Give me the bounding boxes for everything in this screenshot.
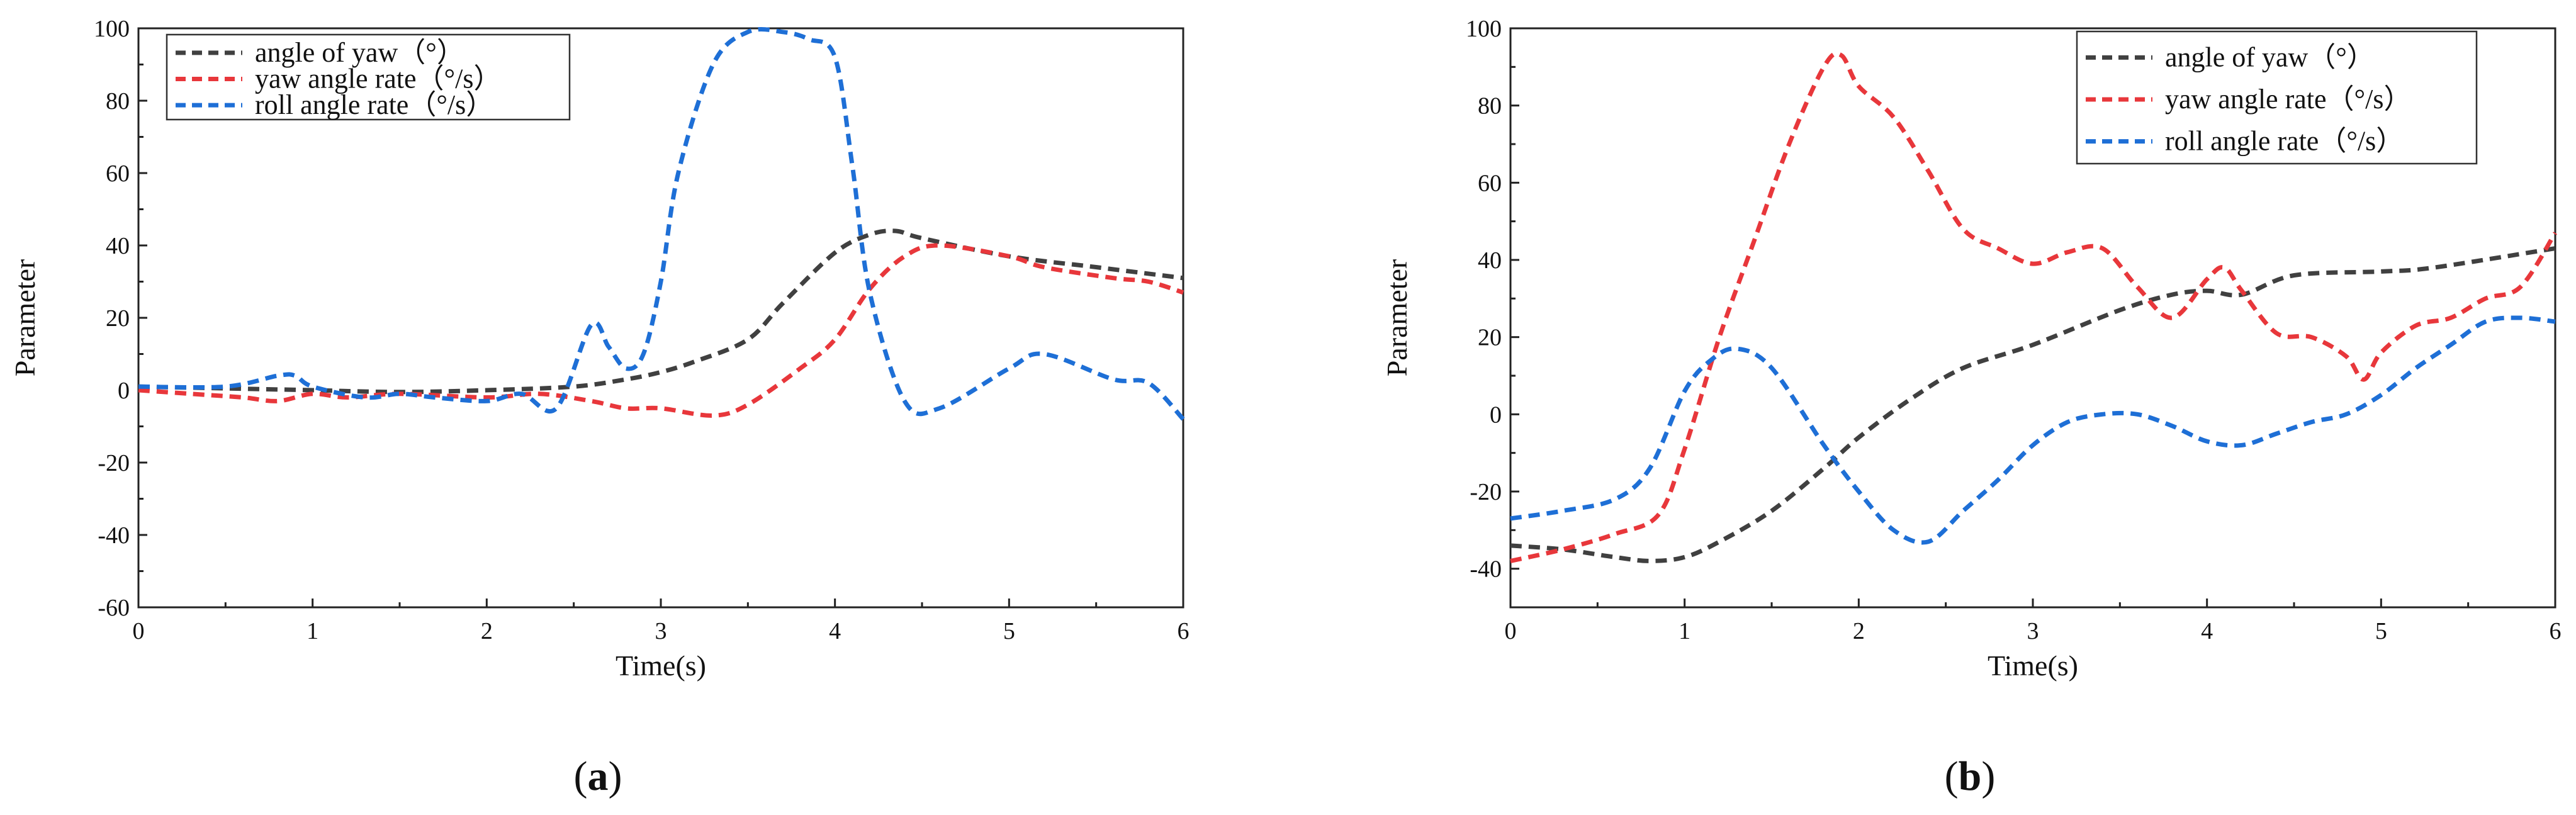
- y-axis-label: Parameter: [1381, 259, 1413, 376]
- y-tick-label: -40: [1470, 556, 1502, 583]
- legend-entry: angle of yaw（°）: [255, 37, 464, 68]
- x-tick-label: 6: [1178, 618, 1190, 644]
- caption-open: (: [574, 753, 588, 799]
- series-line-1: [138, 228, 1184, 395]
- y-tick-label: 100: [94, 16, 130, 42]
- y-tick-label: 80: [1478, 93, 1502, 120]
- panel-caption: (b): [1945, 753, 1996, 799]
- caption-letter: a: [588, 753, 609, 799]
- y-tick-label: 40: [106, 233, 130, 259]
- y-tick-label: 20: [106, 305, 130, 332]
- x-axis-label: Time(s): [616, 649, 706, 682]
- x-tick-label: 1: [1679, 618, 1690, 644]
- x-tick-label: 0: [1505, 618, 1517, 644]
- legend-entry: roll angle rate（°/s）: [255, 89, 493, 120]
- panel-a: 0 1 2 3 4 5 6 -60 -40 -20 0 20 40 60 80 100 Time(s) Param…: [9, 16, 1190, 799]
- legend-entry: roll angle rate（°/s）: [2165, 126, 2404, 157]
- series-line-1: [1510, 246, 2556, 563]
- y-tick-label: 60: [106, 160, 130, 187]
- x-tick-label: 3: [655, 618, 667, 644]
- y-tick-label: -40: [98, 522, 130, 549]
- y-tick-label: -20: [1470, 479, 1502, 505]
- x-tick-label: 1: [307, 618, 318, 644]
- x-axis-label: Time(s): [1988, 649, 2078, 682]
- x-tick-label: 4: [2201, 618, 2213, 644]
- x-tick-label: 5: [1003, 618, 1015, 644]
- caption-close: ): [609, 753, 622, 799]
- y-tick-label: 100: [1466, 16, 1502, 42]
- series-line-2: [138, 243, 1184, 418]
- panel-b: 0 1 2 3 4 5 6 -40 -20 0 20 40 60 80 100 Time(s) Paramete…: [1381, 16, 2562, 799]
- y-tick-label: -20: [98, 450, 130, 476]
- y-axis-label: Parameter: [9, 259, 41, 376]
- y-tick-label: 40: [1478, 247, 1502, 274]
- y-tick-label: 0: [1490, 402, 1502, 428]
- y-tick-label: 20: [1478, 325, 1502, 351]
- legend: angle of yaw（°）yaw angle rate（°/s）roll a…: [166, 33, 571, 121]
- series-line-3: [138, 26, 1185, 421]
- x-tick-label: 6: [2550, 618, 2562, 644]
- y-tick-label: 60: [1478, 170, 1502, 196]
- y-tick-label: 0: [118, 378, 130, 404]
- caption-letter: b: [1959, 753, 1982, 799]
- x-tick-label: 3: [2027, 618, 2039, 644]
- legend-entry: yaw angle rate（°/s）: [2165, 84, 2411, 115]
- series-line-2: [1510, 51, 2557, 563]
- y-tick-label: 80: [106, 88, 130, 115]
- x-tick-label: 2: [481, 618, 493, 644]
- legend-entry: angle of yaw（°）: [2165, 42, 2375, 72]
- panel-caption: (a): [574, 753, 622, 799]
- legend: angle of yaw（°） yaw angle rate（°/s） roll a…: [2076, 30, 2478, 165]
- y-tick-label: -60: [98, 595, 130, 621]
- caption-open: (: [1945, 753, 1959, 799]
- series-line-3: [1510, 315, 2556, 545]
- caption-close: ): [1981, 753, 1995, 799]
- x-tick-label: 5: [2375, 618, 2387, 644]
- x-tick-label: 0: [133, 618, 145, 644]
- x-tick-label: 4: [829, 618, 841, 644]
- legend-entry: yaw angle rate（°/s）: [255, 64, 501, 94]
- x-tick-label: 2: [1853, 618, 1865, 644]
